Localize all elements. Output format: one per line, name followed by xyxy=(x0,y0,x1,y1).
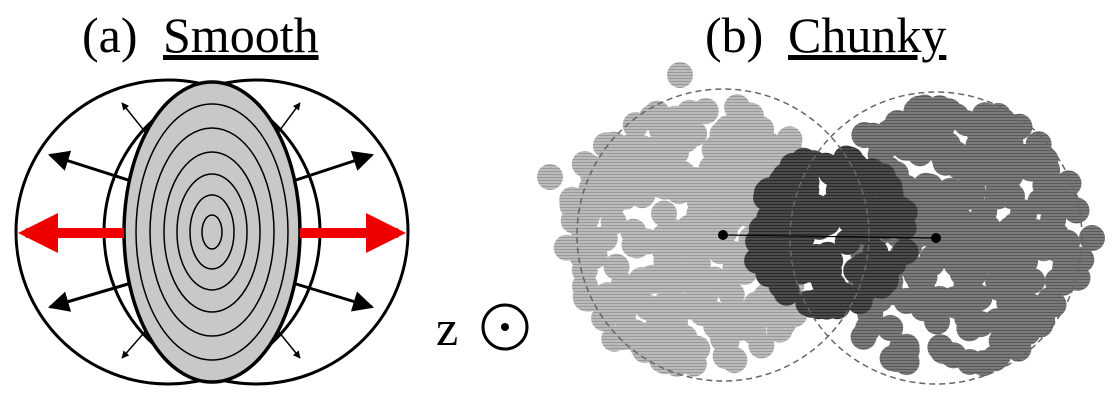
particle xyxy=(1042,194,1068,220)
particle xyxy=(851,324,877,350)
particle xyxy=(924,309,950,335)
particle xyxy=(935,106,961,132)
particle xyxy=(772,173,798,199)
particle xyxy=(694,192,720,218)
particle xyxy=(947,154,973,180)
axis-label: z xyxy=(436,300,458,356)
particle xyxy=(972,102,998,128)
particle xyxy=(899,130,925,156)
particle xyxy=(794,192,820,218)
panel-label: (b) xyxy=(705,7,763,63)
particle xyxy=(1029,307,1055,333)
particle xyxy=(572,151,598,177)
particle xyxy=(537,164,563,190)
particle xyxy=(662,247,688,273)
particle xyxy=(1019,156,1045,182)
particle xyxy=(734,107,760,133)
particle xyxy=(746,152,772,178)
particle xyxy=(729,301,755,327)
particle xyxy=(920,245,946,271)
particle xyxy=(995,262,1021,288)
particle xyxy=(664,351,690,377)
particle xyxy=(591,305,617,331)
figure: (a) Smooth (b) Chunky xyxy=(0,0,1114,402)
particle xyxy=(594,282,620,308)
particle xyxy=(707,238,733,264)
panel-label: (a) xyxy=(82,7,138,63)
particle xyxy=(777,126,803,152)
particle xyxy=(756,205,782,231)
particle xyxy=(814,294,840,320)
particle xyxy=(1079,225,1105,251)
particle xyxy=(847,288,873,314)
particle xyxy=(880,345,906,371)
particle xyxy=(721,204,747,230)
particle xyxy=(978,222,1004,248)
particle xyxy=(938,198,964,224)
particle xyxy=(701,301,727,327)
particle xyxy=(639,105,665,131)
particle xyxy=(588,188,614,214)
particle xyxy=(999,183,1025,209)
particle xyxy=(670,293,696,319)
particle xyxy=(971,199,997,225)
particle xyxy=(1059,261,1085,287)
particle xyxy=(726,175,752,201)
particle xyxy=(621,287,647,313)
particle xyxy=(894,288,920,314)
particle xyxy=(1034,224,1060,250)
particle xyxy=(817,248,843,274)
panel-title: Smooth xyxy=(163,7,319,63)
particle xyxy=(711,140,737,166)
panel-title: Chunky xyxy=(788,7,946,63)
particle xyxy=(677,215,703,241)
particle xyxy=(950,260,976,286)
particle xyxy=(917,174,943,200)
particle xyxy=(651,154,677,180)
particle xyxy=(981,146,1007,172)
particle xyxy=(837,147,863,173)
particle xyxy=(677,100,703,126)
particle xyxy=(911,95,937,121)
particle xyxy=(853,256,879,282)
particle xyxy=(569,237,595,263)
particle xyxy=(721,347,747,373)
particle xyxy=(873,194,899,220)
chunky-particles xyxy=(537,62,1105,377)
particle xyxy=(560,192,586,218)
particle xyxy=(984,308,1010,334)
particle xyxy=(645,303,671,329)
out-of-page-symbol xyxy=(483,305,527,349)
smooth-diagram xyxy=(16,80,408,384)
particle xyxy=(956,315,982,341)
particle xyxy=(667,62,693,88)
particle xyxy=(622,232,648,258)
particle xyxy=(612,184,638,210)
particle xyxy=(927,334,953,360)
particle xyxy=(942,286,968,312)
